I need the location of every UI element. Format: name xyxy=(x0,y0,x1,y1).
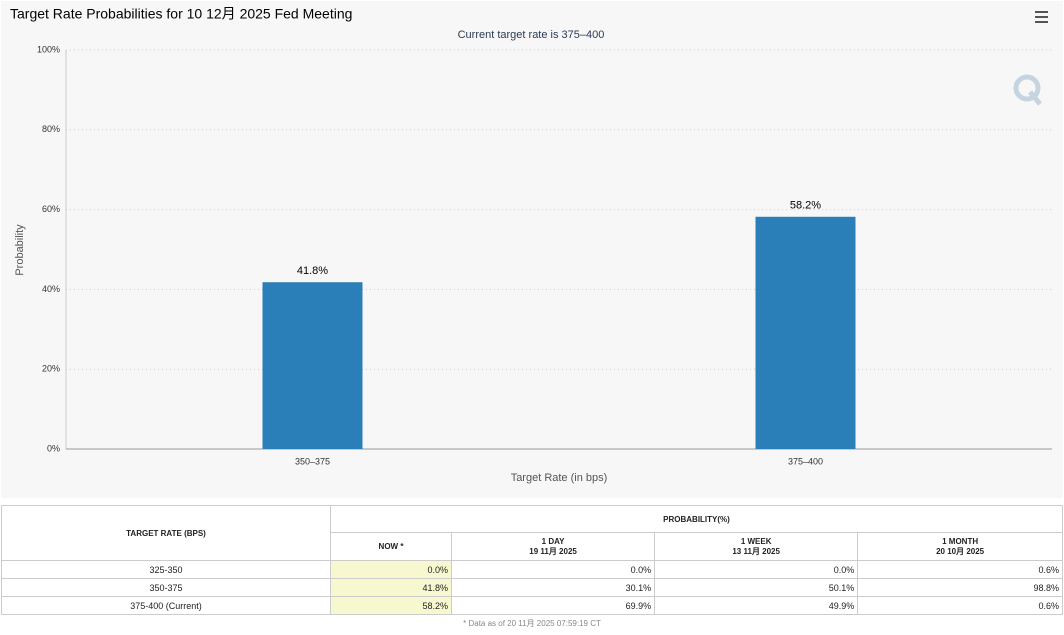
rate-cell: 375-400 (Current) xyxy=(1,596,331,615)
y-tick-label: 100% xyxy=(37,44,60,54)
chart-title: Target Rate Probabilities for 10 12月 202… xyxy=(10,6,352,22)
probability-cell: 49.9% xyxy=(654,596,859,615)
chart-subtitle: Current target rate is 375–400 xyxy=(458,29,605,41)
x-tick-label: 350–375 xyxy=(295,456,330,466)
data-label: 58.2% xyxy=(790,200,821,212)
chart-background xyxy=(1,1,1063,498)
rate-cell: 350-375 xyxy=(1,578,331,597)
y-axis-label: Probability xyxy=(14,224,26,276)
chart: Target Rate Probabilities for 10 12月 202… xyxy=(1,1,1063,498)
probability-cell: 98.8% xyxy=(857,578,1063,597)
menu-bar xyxy=(1035,11,1048,13)
probability-cell: 69.9% xyxy=(450,596,656,615)
probability-cell: 0.6% xyxy=(857,596,1063,615)
probability-cell: 0.0% xyxy=(654,560,859,579)
probability-cell: 0.0% xyxy=(450,560,656,579)
column-date: 20 10月 2025 xyxy=(936,546,985,556)
probability-cell: 0.0% xyxy=(330,560,452,579)
table-row: 375-400 (Current) 58.2% 69.9% 49.9% 0.6% xyxy=(1,596,1063,615)
probability-table: TARGET RATE (BPS) PROBABILITY(%) NOW * 1 … xyxy=(1,505,1063,631)
column-date: 13 11月 2025 xyxy=(732,546,780,556)
probability-cell: 50.1% xyxy=(654,578,859,597)
y-tick-label: 40% xyxy=(42,284,60,294)
y-tick-label: 20% xyxy=(42,364,60,374)
table-row: 325-350 0.0% 0.0% 0.0% 0.6% xyxy=(1,560,1063,579)
data-label: 41.8% xyxy=(297,265,328,277)
column-header: 1 WEEK 13 11月 2025 xyxy=(654,532,859,561)
probability-cell: 30.1% xyxy=(450,578,656,597)
bar xyxy=(755,216,856,449)
menu-bar xyxy=(1035,21,1048,23)
group-header: PROBABILITY(%) xyxy=(330,505,1063,533)
menu-bar xyxy=(1035,16,1048,18)
probability-cell: 41.8% xyxy=(330,578,452,597)
y-tick-label: 0% xyxy=(47,443,60,453)
rate-cell: 325-350 xyxy=(1,560,331,579)
y-tick-label: 60% xyxy=(42,204,60,214)
table-row: 350-375 41.8% 30.1% 50.1% 98.8% xyxy=(1,578,1063,597)
column-label: 1 DAY xyxy=(541,536,565,546)
x-tick-label: 375–400 xyxy=(788,456,823,466)
menu-icon[interactable] xyxy=(1035,11,1048,23)
y-tick-label: 80% xyxy=(42,124,60,134)
footnote: * Data as of 20 11月 2025 07:59:19 CT xyxy=(463,618,601,628)
probability-cell: 0.6% xyxy=(857,560,1063,579)
probability-cell: 58.2% xyxy=(330,596,452,615)
row-header: TARGET RATE (BPS) xyxy=(1,505,331,561)
column-header: NOW * xyxy=(330,532,452,561)
column-label: 1 MONTH xyxy=(942,536,979,546)
column-header: 1 MONTH 20 10月 2025 xyxy=(857,532,1063,561)
bar xyxy=(262,282,363,449)
column-label: NOW * xyxy=(378,542,404,551)
column-header: 1 DAY 19 11月 2025 xyxy=(450,532,656,561)
column-date: 19 11月 2025 xyxy=(529,546,577,556)
logo-ring xyxy=(1013,74,1041,102)
column-label: 1 WEEK xyxy=(740,536,772,546)
logo-tail xyxy=(1028,90,1042,106)
logo xyxy=(1013,74,1042,106)
x-axis-label: Target Rate (in bps) xyxy=(511,472,608,484)
